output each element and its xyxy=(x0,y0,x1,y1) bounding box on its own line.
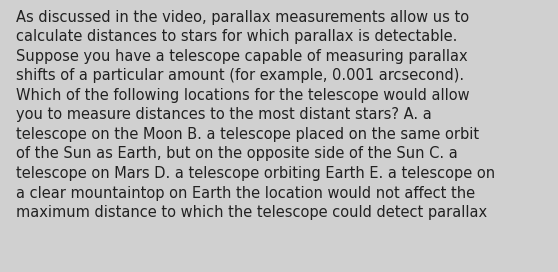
Text: As discussed in the video, parallax measurements allow us to
calculate distances: As discussed in the video, parallax meas… xyxy=(16,10,495,220)
